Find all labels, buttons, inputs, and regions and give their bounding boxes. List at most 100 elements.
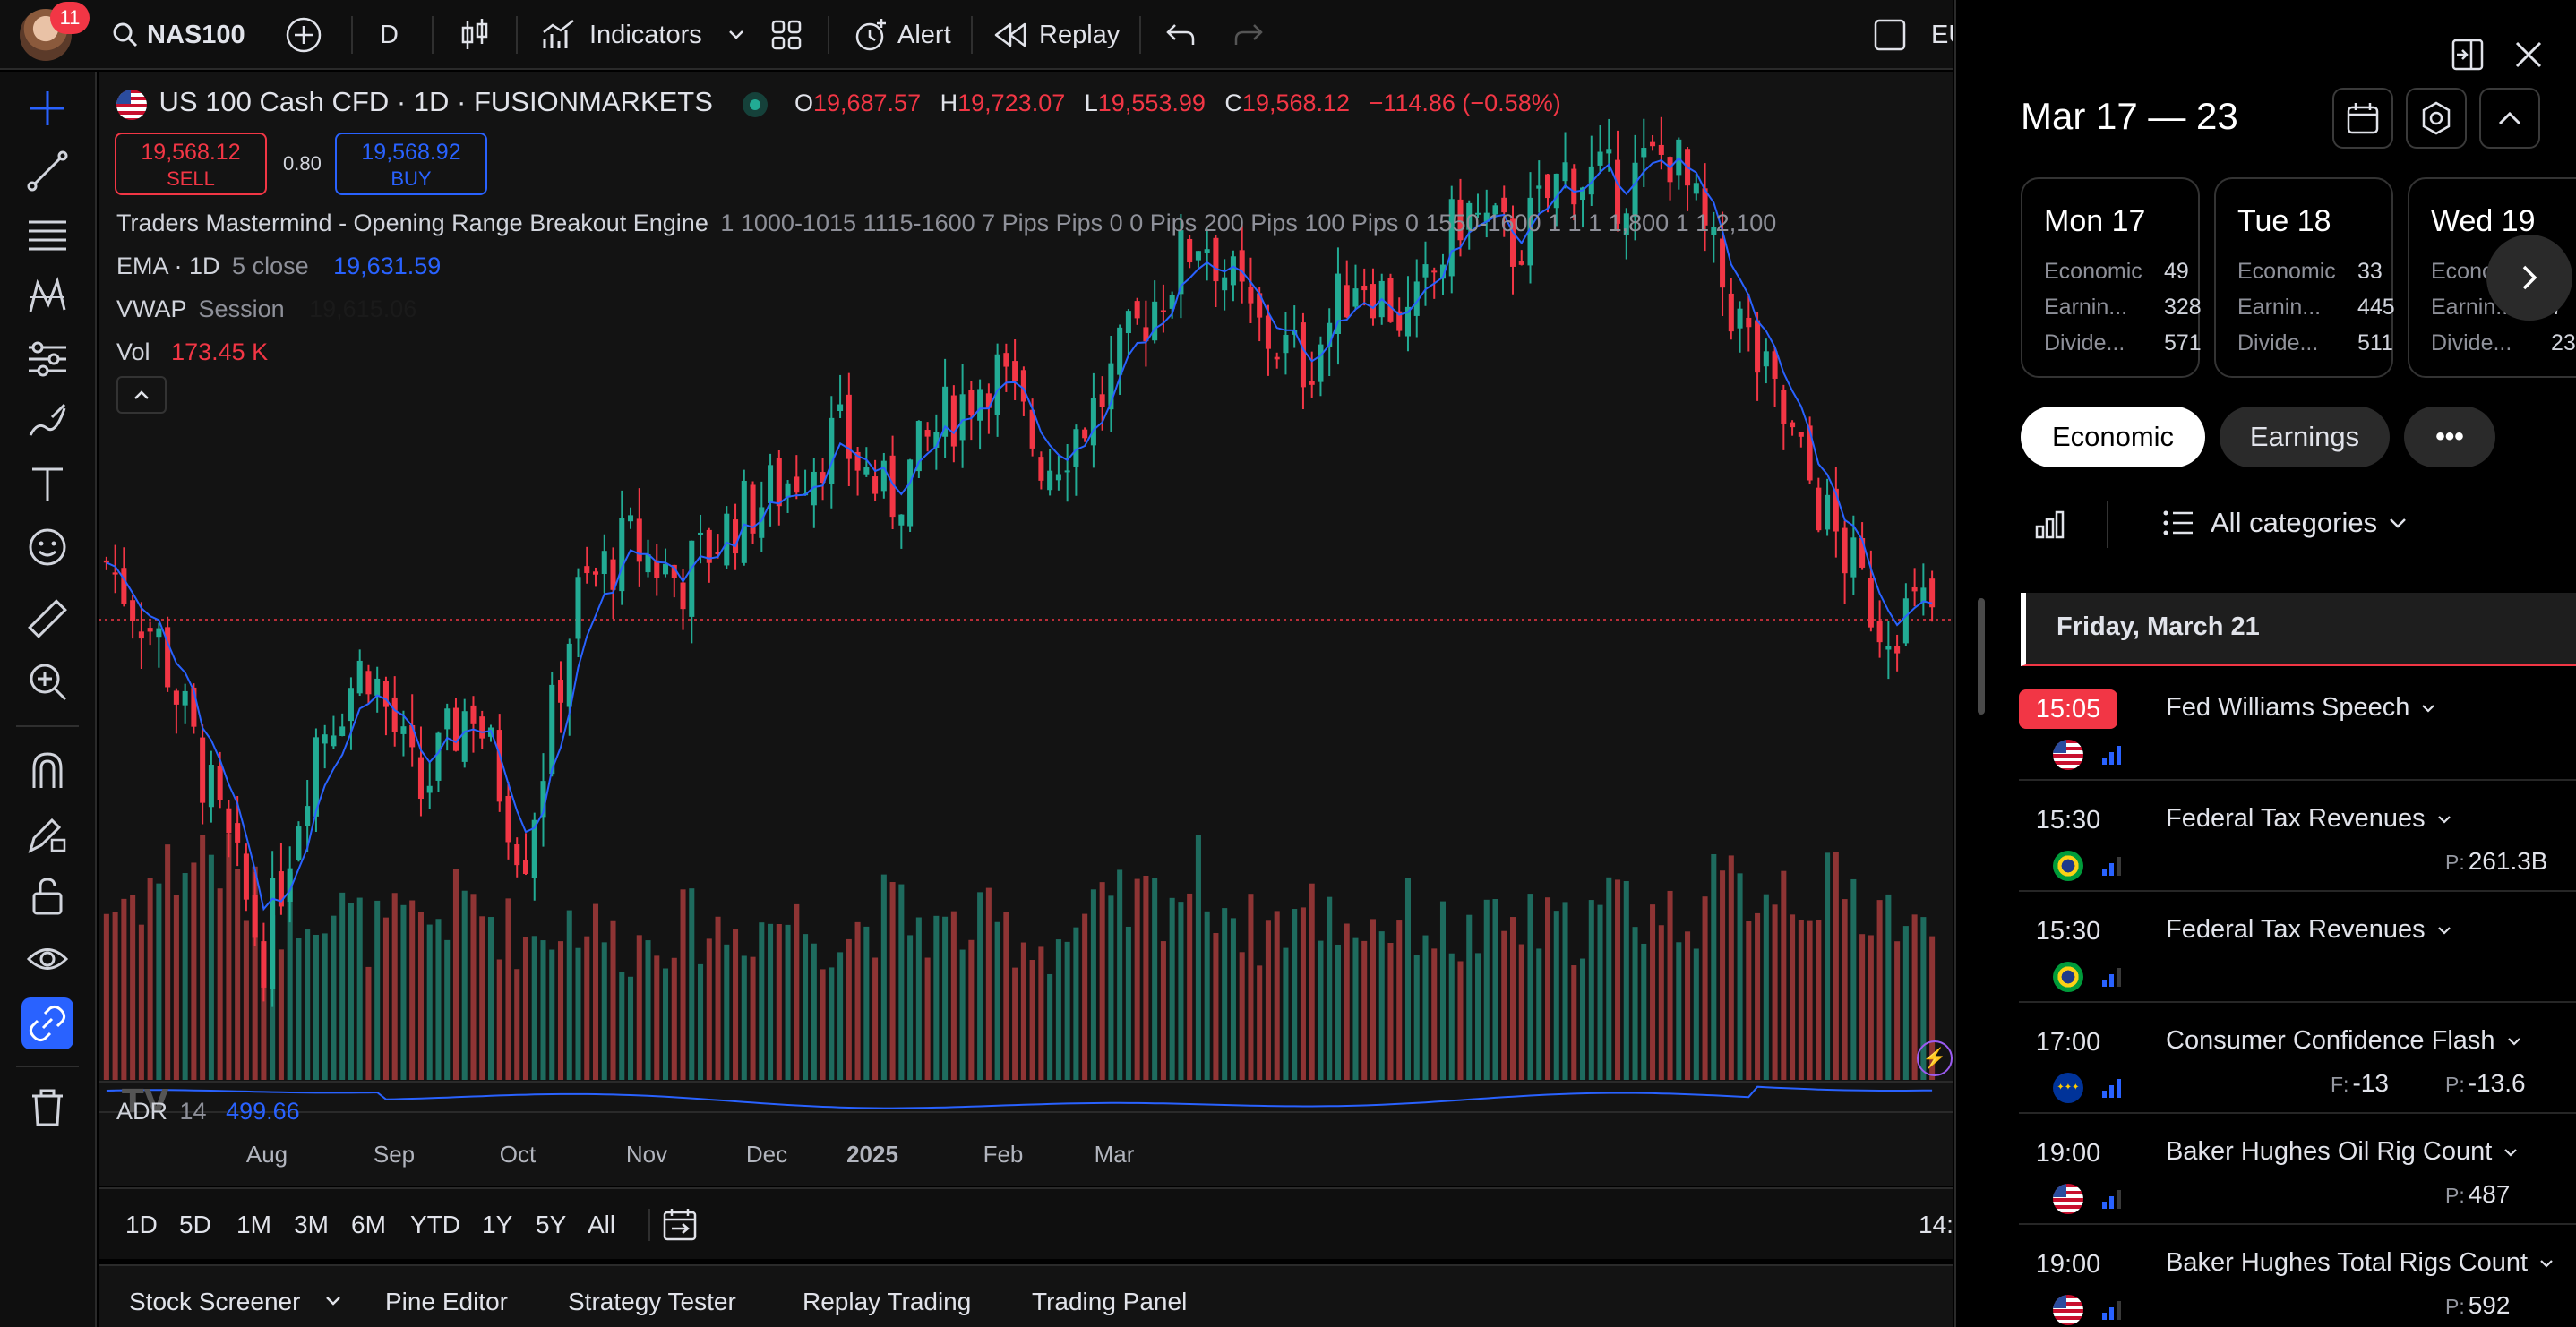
trend-line-tool[interactable] bbox=[21, 145, 73, 197]
volume-legend[interactable]: Vol 173.45 K bbox=[116, 338, 268, 366]
previous-number: 261.3B bbox=[2468, 847, 2548, 875]
candle-body bbox=[1825, 494, 1831, 530]
lock-all-tool[interactable] bbox=[21, 870, 73, 922]
text-tool[interactable] bbox=[21, 458, 73, 510]
filter-more[interactable]: ••• bbox=[2404, 407, 2495, 467]
ema-legend[interactable]: EMA · 1D 5 close 19,631.59 bbox=[116, 253, 441, 280]
event-title[interactable]: Consumer Confidence Flash bbox=[2166, 1026, 2522, 1056]
brush-tool[interactable] bbox=[21, 396, 73, 448]
chevron-down-icon[interactable] bbox=[324, 1295, 342, 1307]
tf-all[interactable]: All bbox=[588, 1211, 616, 1238]
tab-replay-trading[interactable]: Replay Trading bbox=[803, 1288, 972, 1315]
event-title[interactable]: Baker Hughes Total Rigs Count bbox=[2166, 1248, 2555, 1278]
volume-bar bbox=[715, 916, 721, 1080]
tf-1d[interactable]: 1D bbox=[125, 1211, 158, 1238]
settings-button[interactable] bbox=[2406, 88, 2467, 149]
event-title[interactable]: Fed Williams Speech bbox=[2166, 693, 2436, 723]
tf-5y[interactable]: 5Y bbox=[536, 1211, 567, 1238]
date-picker-button[interactable] bbox=[2332, 88, 2393, 149]
replay-button[interactable]: Replay bbox=[992, 0, 1120, 70]
importance-filter-button[interactable] bbox=[2031, 507, 2067, 543]
redo-button[interactable] bbox=[1232, 0, 1265, 70]
clock-time: 14: bbox=[1919, 1211, 1953, 1238]
candle-body bbox=[322, 734, 328, 744]
market-open-icon bbox=[743, 91, 769, 117]
buy-button[interactable]: 19,568.92 BUY bbox=[335, 133, 487, 195]
emoji-tool[interactable] bbox=[21, 521, 73, 573]
close-panel-button[interactable] bbox=[2508, 34, 2549, 75]
filter-earnings[interactable]: Earnings bbox=[2220, 407, 2390, 467]
fullscreen-button[interactable] bbox=[1872, 0, 1908, 70]
candle-body bbox=[889, 455, 896, 518]
filter-economic[interactable]: Economic bbox=[2021, 407, 2205, 467]
orb-indicator-legend[interactable]: Traders Mastermind - Opening Range Break… bbox=[116, 210, 1776, 237]
day-card-tue[interactable]: Tue 18 Economic 33 Earnin... 445 Divide...… bbox=[2214, 177, 2395, 378]
lock-drawing-tool[interactable] bbox=[21, 808, 73, 860]
hide-drawings-tool[interactable] bbox=[21, 933, 73, 985]
volume-bar bbox=[435, 919, 442, 1080]
event-title[interactable]: Federal Tax Revenues bbox=[2166, 804, 2452, 834]
pop-out-button[interactable] bbox=[2447, 34, 2488, 75]
day-card-mon[interactable]: Mon 17 Economic 49 Earnin... 328 Divide...… bbox=[2021, 177, 2202, 378]
candle-body bbox=[1562, 162, 1568, 182]
tf-3m[interactable]: 3M bbox=[294, 1211, 329, 1238]
candle-body bbox=[794, 476, 800, 493]
prediction-tool[interactable] bbox=[21, 333, 73, 385]
tf-1y[interactable]: 1Y bbox=[482, 1211, 513, 1238]
collapse-week-button[interactable] bbox=[2479, 88, 2540, 149]
ruler-tool[interactable] bbox=[21, 593, 73, 645]
symbol-legend[interactable]: US 100 Cash CFD · 1D · FUSIONMARKETS O19… bbox=[116, 86, 1561, 120]
vwap-legend[interactable]: VWAP Session 19,615.06 bbox=[116, 295, 416, 323]
goto-date-button[interactable] bbox=[661, 1205, 700, 1249]
candle-body bbox=[426, 785, 433, 793]
indicators-dropdown[interactable] bbox=[727, 0, 745, 70]
pattern-tool[interactable] bbox=[21, 270, 73, 322]
indicators-button[interactable]: Indicators bbox=[541, 0, 702, 70]
scrollbar-thumb[interactable] bbox=[1978, 598, 1985, 715]
magnet-tool[interactable] bbox=[21, 745, 73, 797]
event-title[interactable]: Federal Tax Revenues bbox=[2166, 915, 2452, 945]
tab-trading-panel[interactable]: Trading Panel bbox=[1032, 1288, 1188, 1315]
price-chart[interactable]: Aug Sep Oct Nov Dec 2025 Feb Mar bbox=[99, 72, 1953, 1186]
volume-bar bbox=[1632, 927, 1638, 1080]
zoom-tool[interactable] bbox=[21, 655, 73, 707]
event-row[interactable]: 19:00 Baker Hughes Oil Rig Count P: 487 bbox=[2019, 1114, 2576, 1225]
tf-5d[interactable]: 5D bbox=[179, 1211, 211, 1238]
delete-tool[interactable] bbox=[21, 1082, 73, 1134]
tf-6m[interactable]: 6M bbox=[351, 1211, 386, 1238]
tf-1m[interactable]: 1M bbox=[236, 1211, 271, 1238]
undo-button[interactable] bbox=[1164, 0, 1197, 70]
event-title[interactable]: Baker Hughes Oil Rig Count bbox=[2166, 1137, 2519, 1167]
volume-bar bbox=[243, 920, 249, 1080]
collapse-legend-button[interactable] bbox=[116, 376, 167, 414]
crosshair-tool[interactable] bbox=[21, 82, 73, 134]
lightning-icon[interactable]: ⚡ bbox=[1917, 1040, 1953, 1076]
tf-ytd[interactable]: YTD bbox=[410, 1211, 460, 1238]
compare-symbol-button[interactable] bbox=[285, 0, 322, 70]
event-row[interactable]: 15:05 Fed Williams Speech bbox=[2019, 670, 2576, 781]
sell-button[interactable]: 19,568.12 SELL bbox=[115, 133, 267, 195]
buy-price: 19,568.92 bbox=[361, 140, 461, 165]
event-row[interactable]: 15:30 Federal Tax Revenues P: 261.3B bbox=[2019, 781, 2576, 892]
alert-button[interactable]: Alert bbox=[851, 0, 951, 70]
event-row[interactable]: 15:30 Federal Tax Revenues bbox=[2019, 892, 2576, 1003]
categories-dropdown[interactable]: All categories bbox=[2162, 507, 2408, 539]
volume-bar bbox=[985, 887, 992, 1080]
event-row[interactable]: 17:00 Consumer Confidence Flash ✦✦✦ F: -13 P:… bbox=[2019, 1003, 2576, 1114]
adr-legend[interactable]: ADR 14 499.66 bbox=[116, 1098, 300, 1126]
volume-bar bbox=[1466, 914, 1473, 1080]
layout-button[interactable] bbox=[770, 0, 803, 70]
tab-pine-editor[interactable]: Pine Editor bbox=[385, 1288, 508, 1315]
tab-stock-screener[interactable]: Stock Screener bbox=[129, 1288, 301, 1315]
event-row[interactable]: 19:00 Baker Hughes Total Rigs Count P: 592 bbox=[2019, 1225, 2576, 1327]
ema-params: 5 close bbox=[232, 253, 309, 279]
symbol-search-button[interactable]: NAS100 bbox=[111, 0, 245, 70]
volume-bar bbox=[1737, 873, 1743, 1080]
tab-strategy-tester[interactable]: Strategy Tester bbox=[568, 1288, 736, 1315]
chart-pane[interactable]: Aug Sep Oct Nov Dec 2025 Feb Mar US 100 Cash CF… bbox=[99, 72, 1953, 1186]
interval-button[interactable]: D bbox=[380, 20, 399, 49]
chart-type-button[interactable] bbox=[459, 0, 491, 70]
next-week-button[interactable] bbox=[2486, 235, 2572, 321]
horizontal-lines-tool[interactable] bbox=[21, 208, 73, 260]
link-tool[interactable] bbox=[21, 997, 73, 1049]
